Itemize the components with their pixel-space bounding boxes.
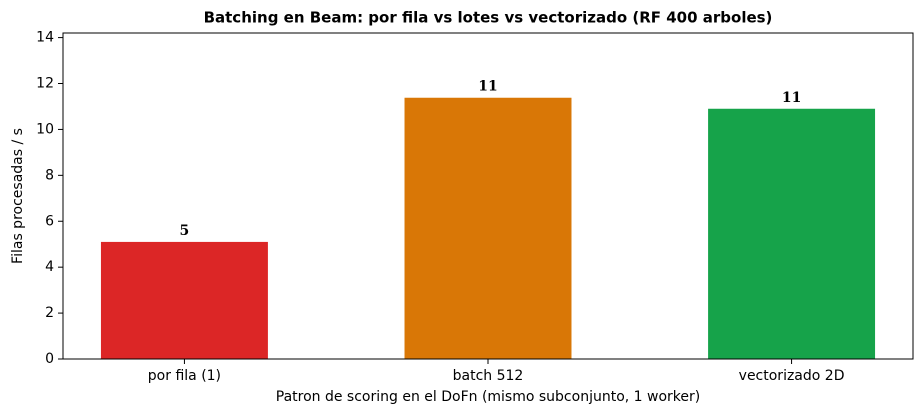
x-tick-label: batch 512	[453, 368, 524, 384]
y-tick-label: 8	[45, 167, 54, 183]
y-tick-label: 14	[36, 30, 54, 46]
chart-title: Batching en Beam: por fila vs lotes vs v…	[204, 9, 773, 27]
y-tick-label: 10	[36, 121, 54, 137]
x-axis-label: Patron de scoring en el DoFn (mismo subc…	[276, 389, 700, 405]
y-tick-label: 0	[45, 351, 54, 367]
value-label: 11	[782, 90, 801, 106]
x-tick-label: vectorizado 2D	[739, 368, 845, 384]
y-axis-label: Filas procesadas / s	[10, 128, 26, 264]
value-label: 11	[478, 79, 497, 95]
y-tick-label: 6	[45, 213, 54, 229]
y-tick-label: 4	[45, 259, 54, 275]
value-label: 5	[180, 223, 190, 239]
bar	[708, 108, 876, 360]
bar	[100, 241, 268, 359]
plot-frame	[62, 32, 914, 360]
y-tick-label: 12	[36, 76, 54, 92]
x-tick-label: por fila (1)	[148, 368, 221, 384]
bar	[404, 97, 572, 359]
y-tick-label: 2	[45, 305, 54, 321]
